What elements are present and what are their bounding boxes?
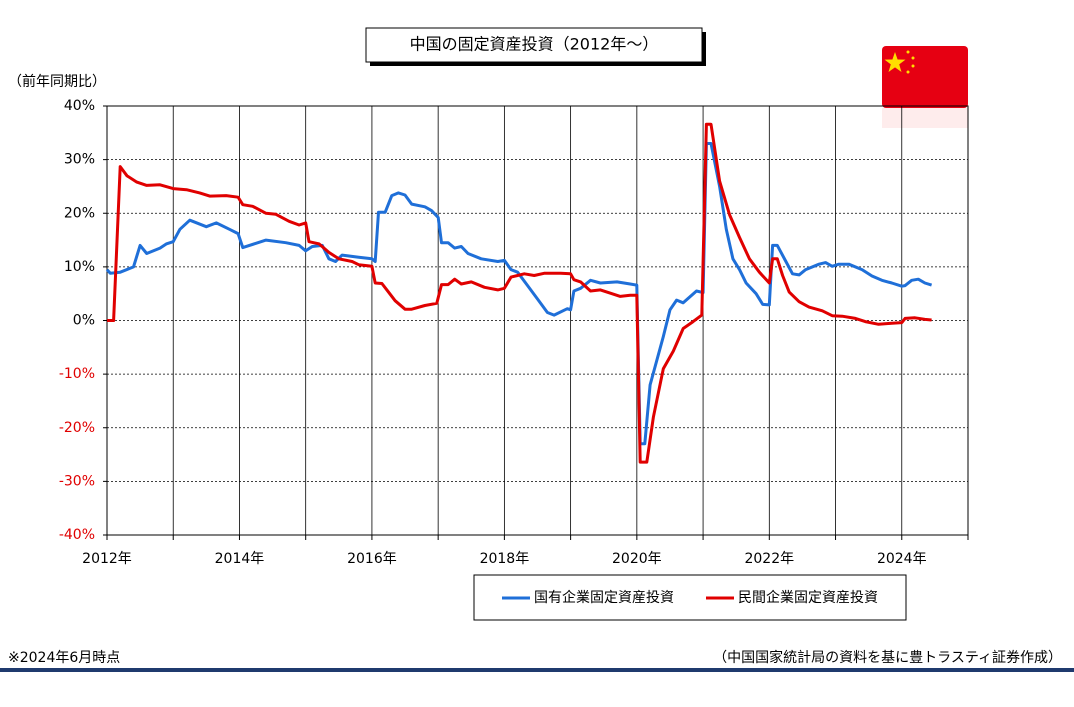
series-line: [107, 122, 932, 464]
x-tick-label: 2024年: [877, 551, 927, 567]
y-axis-label: （前年同期比）: [8, 73, 106, 90]
series-line: [105, 142, 933, 446]
x-tick-label: 2018年: [480, 551, 530, 567]
legend-label: 民間企業固定資産投資: [738, 589, 878, 606]
y-tick-label: -40%: [59, 527, 95, 543]
flag: [882, 46, 968, 128]
y-tick-label: -30%: [59, 473, 95, 489]
x-tick-label: 2022年: [744, 551, 794, 567]
x-tick-label: 2012年: [82, 551, 132, 567]
y-tick-label: 30%: [64, 152, 95, 168]
chart-title: 中国の固定資産投資（2012年～）: [410, 35, 659, 54]
y-tick-label: 40%: [64, 98, 95, 114]
title-box: [365, 27, 703, 63]
y-tick-label: -10%: [59, 366, 95, 382]
x-tick-label: 2016年: [347, 551, 397, 567]
y-tick-label: 20%: [64, 205, 95, 221]
y-tick-label: 0%: [73, 313, 95, 329]
source: （中国国家統計局の資料を基に豊トラスティ証券作成）: [713, 649, 1062, 666]
legend-box: [473, 574, 907, 621]
x-tick-label: 2014年: [215, 551, 265, 567]
legend-label: 国有企業固定資産投資: [534, 589, 674, 606]
x-tick-label: 2020年: [612, 551, 662, 567]
y-tick-label: 10%: [64, 259, 95, 275]
footer-line: [0, 668, 1074, 672]
note: ※2024年6月時点: [8, 650, 120, 666]
y-tick-label: -20%: [59, 420, 95, 436]
